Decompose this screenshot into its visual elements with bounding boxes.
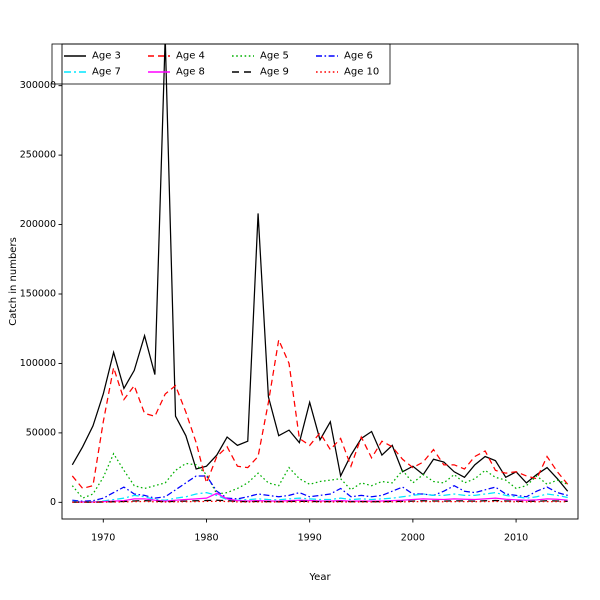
series-line-age-7 [72,491,568,503]
plot-frame [61,43,579,520]
x-tick-label: 1970 [91,532,115,543]
legend-layer: Age 3 Age 4 Age 5 Age 6 Age 7 Age 8 Age 9 Age 1… [51,43,391,85]
y-axis-title: Catch in numbers [8,237,19,326]
legend-label: Age 4 [176,51,205,62]
legend-label: Age 3 [92,51,121,62]
y-tick-label: 250000 [20,150,56,161]
legend-item-age-10[interactable]: Age 10 [316,67,379,78]
series-line-age-4 [71,337,569,490]
series-line-age-3 [71,44,569,492]
legend-item-age-6[interactable]: Age 6 [316,51,373,62]
series-group [71,44,569,503]
x-tick-label: 1980 [194,532,218,543]
series-line-age-6 [72,475,568,502]
legend-item-age-5[interactable]: Age 5 [232,51,289,62]
series-layer [71,44,569,503]
x-axis-title: Year [308,572,331,583]
y-tick-label: 150000 [20,289,56,300]
y-tick-label: 50000 [26,427,56,438]
series-line-age-5 [71,452,568,499]
legend-item-age-9[interactable]: Age 9 [232,67,289,78]
legend-label: Age 8 [176,67,205,78]
series-line-age-9 [72,499,568,503]
series-line-age-10 [72,500,568,503]
legend-box [51,43,391,85]
y-tick-label: 0 [50,497,56,508]
y-tick-label: 300000 [20,80,56,91]
y-tick-label: 100000 [20,358,56,369]
x-tick-label: 1990 [298,532,322,543]
series-line-age-8 [72,492,568,503]
legend-label: Age 6 [344,51,373,62]
legend-label: Age 9 [260,67,289,78]
x-tick-label: 2000 [401,532,425,543]
y-tick-label: 200000 [20,219,56,230]
x-tick-label: 2010 [504,532,528,543]
legend-item-age-7[interactable]: Age 7 [64,67,121,78]
labels-layer: Year Catch in numbers [8,237,331,583]
legend-label: Age 7 [92,67,121,78]
legend-label: Age 10 [344,67,379,78]
legend-item-age-3[interactable]: Age 3 [64,51,121,62]
legend-item-age-8[interactable]: Age 8 [148,67,205,78]
legend-item-age-4[interactable]: Age 4 [148,51,205,62]
legend-label: Age 5 [260,51,289,62]
